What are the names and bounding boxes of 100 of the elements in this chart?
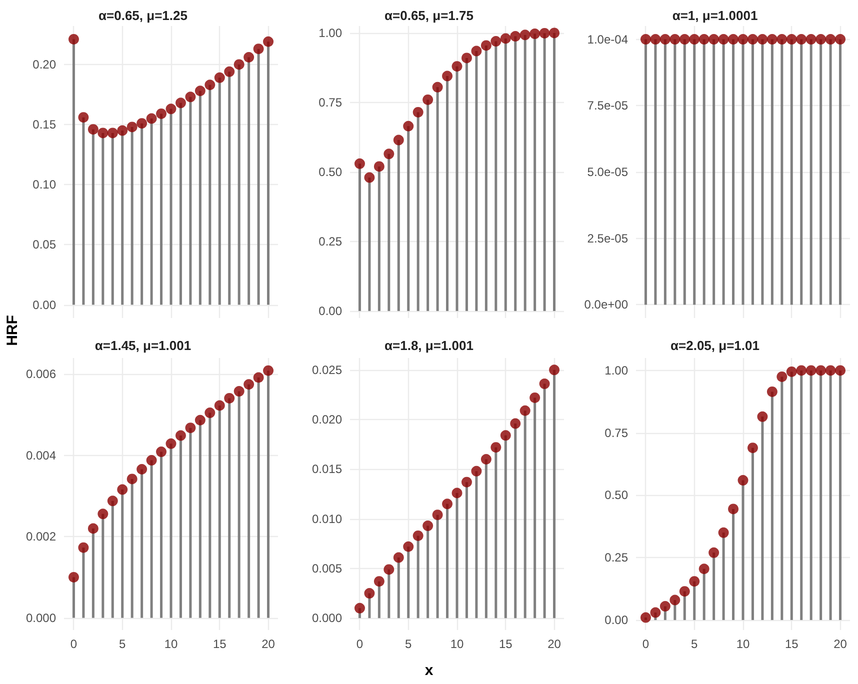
point xyxy=(194,414,206,426)
x-tick-label: 15 xyxy=(498,637,513,651)
point xyxy=(766,386,778,397)
point xyxy=(374,576,384,587)
y-tick-label: 7.5e-05 xyxy=(587,98,628,113)
point xyxy=(708,547,720,558)
point xyxy=(98,128,108,138)
point xyxy=(776,371,788,382)
point xyxy=(549,364,560,376)
point xyxy=(530,392,540,403)
point xyxy=(796,365,807,376)
y-tick-label: 0.75 xyxy=(318,95,342,110)
point xyxy=(480,40,492,51)
point xyxy=(185,422,196,434)
point xyxy=(234,59,244,70)
point xyxy=(471,46,482,56)
y-tick-label: 0.25 xyxy=(318,234,342,249)
point xyxy=(806,365,816,376)
point xyxy=(747,442,758,454)
point xyxy=(244,52,254,62)
point xyxy=(117,484,128,495)
x-tick-label: 10 xyxy=(736,637,750,651)
x-tick-label: 0 xyxy=(356,637,364,651)
y-tick-label: 0.010 xyxy=(312,512,342,526)
y-tick-label: 0.025 xyxy=(312,362,342,377)
y-tick-label: 0.00 xyxy=(32,298,56,312)
y-tick-label: 1.00 xyxy=(318,26,342,40)
y-tick-label: 5.0e-05 xyxy=(587,165,628,179)
x-axis-title: x xyxy=(424,662,434,679)
point xyxy=(364,172,375,183)
point xyxy=(403,541,414,552)
y-tick-label: 0.75 xyxy=(604,426,628,440)
y-tick-label: 0.05 xyxy=(32,238,56,252)
point xyxy=(136,464,148,474)
point xyxy=(480,454,492,465)
point xyxy=(660,601,670,612)
point xyxy=(68,572,79,582)
y-tick-label: 0.10 xyxy=(32,178,56,192)
point xyxy=(679,586,690,597)
point xyxy=(126,122,138,132)
point xyxy=(549,28,560,38)
point xyxy=(156,108,167,119)
point xyxy=(136,118,148,129)
point xyxy=(107,496,118,506)
chart-title: α=1, μ=1.0001 xyxy=(672,8,758,23)
point xyxy=(68,34,79,44)
point xyxy=(253,44,264,54)
point xyxy=(728,504,739,514)
point xyxy=(698,564,710,574)
point xyxy=(384,148,394,160)
point xyxy=(88,124,98,135)
point xyxy=(786,366,797,377)
point xyxy=(510,418,521,429)
point xyxy=(204,80,216,90)
x-tick-label: 20 xyxy=(548,637,562,651)
point xyxy=(520,405,530,416)
y-tick-label: 0.006 xyxy=(26,367,56,382)
y-tick-label: 0.00 xyxy=(604,613,628,628)
point xyxy=(166,438,176,449)
point xyxy=(816,365,826,376)
point xyxy=(354,602,365,614)
point xyxy=(412,106,424,118)
point xyxy=(253,372,264,383)
point xyxy=(364,588,375,599)
point xyxy=(422,520,434,532)
point xyxy=(432,510,443,520)
point xyxy=(461,476,472,488)
point xyxy=(422,94,434,105)
y-tick-label: 0.020 xyxy=(312,412,342,427)
y-tick-label: 0.50 xyxy=(604,488,628,502)
y-tick-label: 1.0e-04 xyxy=(587,32,628,46)
x-tick-label: 5 xyxy=(691,637,698,651)
y-tick-label: 0.15 xyxy=(32,118,56,132)
y-tick-label: 0.005 xyxy=(312,561,342,576)
point xyxy=(412,530,424,541)
chart-title: α=2.05, μ=1.01 xyxy=(670,338,760,353)
point xyxy=(214,400,225,411)
point xyxy=(650,607,661,618)
point xyxy=(490,36,502,47)
point xyxy=(166,104,176,114)
x-tick-label: 10 xyxy=(450,637,464,651)
point xyxy=(234,386,244,397)
point xyxy=(825,365,836,376)
point xyxy=(442,498,453,510)
point xyxy=(185,92,196,102)
point xyxy=(500,430,511,441)
point xyxy=(244,379,254,390)
point xyxy=(374,161,384,172)
point xyxy=(539,28,550,38)
x-tick-label: 0 xyxy=(70,637,78,651)
x-tick-label: 5 xyxy=(119,637,126,651)
point xyxy=(194,86,206,96)
point xyxy=(452,488,462,498)
point xyxy=(738,475,748,486)
point xyxy=(432,82,443,92)
point xyxy=(757,411,768,422)
x-tick-label: 5 xyxy=(405,637,412,651)
point xyxy=(78,542,89,553)
point xyxy=(384,564,394,575)
x-tick-label: 20 xyxy=(262,637,276,651)
